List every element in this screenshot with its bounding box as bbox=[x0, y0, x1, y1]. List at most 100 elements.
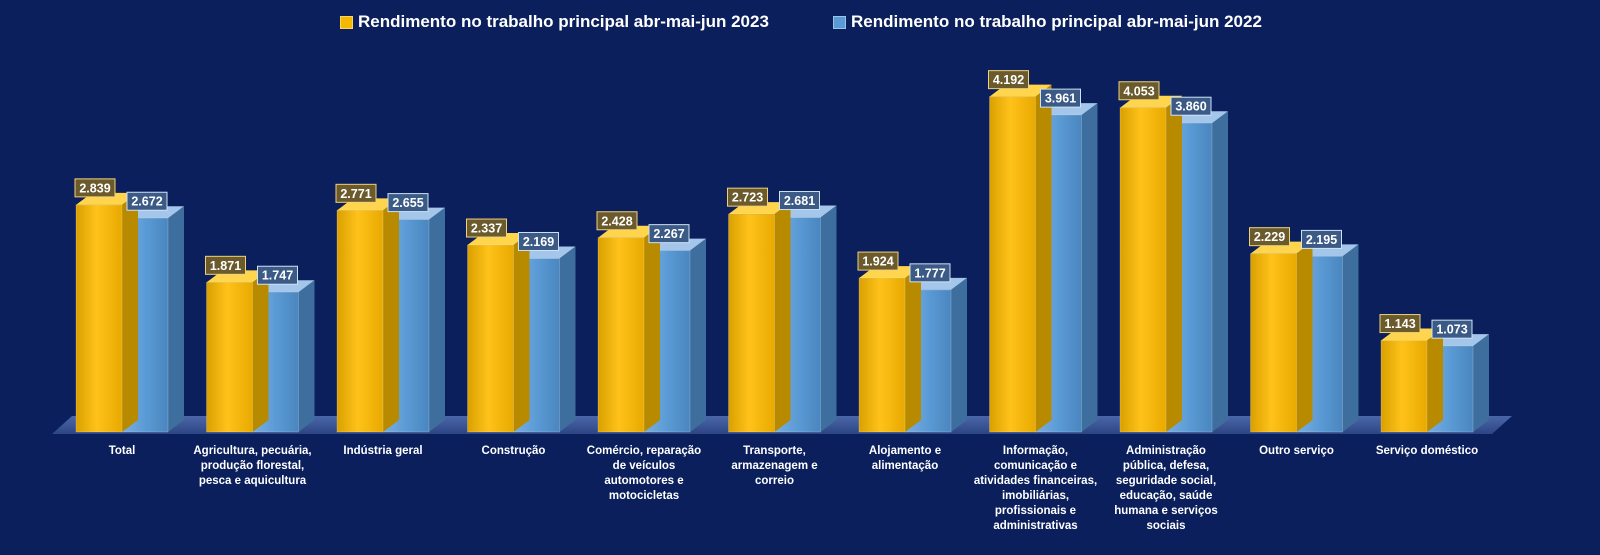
category-label-line: produção florestal, bbox=[200, 460, 305, 472]
value-label-2023-5: 2.723 bbox=[727, 187, 768, 207]
value-label-2023-9: 2.229 bbox=[1249, 227, 1290, 247]
value-labels-group: 2.839 2.672 1.871 1.747 2.771 2.655 2.337 2.169… bbox=[74, 70, 1473, 339]
category-label-line: automotores e bbox=[604, 475, 684, 487]
legend-label-2023: Rendimento no trabalho principal abr-mai… bbox=[358, 12, 769, 31]
category-label-line: sociais bbox=[1146, 520, 1186, 532]
svg-text:2.267: 2.267 bbox=[653, 227, 684, 241]
category-label-line: administrativas bbox=[993, 520, 1078, 532]
svg-text:1.777: 1.777 bbox=[914, 266, 945, 280]
svg-text:2.839: 2.839 bbox=[79, 181, 110, 195]
category-label-line: Total bbox=[108, 445, 136, 457]
value-label-2023-2: 2.771 bbox=[335, 183, 377, 203]
svg-text:2.723: 2.723 bbox=[732, 191, 763, 205]
bar-2023-0 bbox=[75, 192, 138, 433]
category-label-line: pesca e aquicultura bbox=[198, 475, 307, 487]
svg-text:2.169: 2.169 bbox=[523, 235, 554, 249]
svg-text:1.871: 1.871 bbox=[210, 259, 241, 273]
legend-item-2022: Rendimento no trabalho principal abr-mai… bbox=[833, 12, 1262, 32]
category-label-line: Informação, bbox=[1002, 445, 1069, 457]
bars-group bbox=[75, 84, 1489, 433]
value-label-2023-10: 1.143 bbox=[1379, 314, 1421, 334]
category-label-line: comunicação e bbox=[993, 460, 1078, 472]
category-label-line: motocicletas bbox=[608, 490, 680, 502]
category-label-line: armazenagem e bbox=[731, 460, 818, 472]
bar-2023-4 bbox=[597, 225, 660, 433]
value-label-2023-8: 4.053 bbox=[1118, 81, 1160, 101]
category-label-line: imobiliárias, bbox=[1001, 490, 1070, 502]
category-label-10: Serviço doméstico bbox=[1365, 444, 1489, 459]
svg-text:2.428: 2.428 bbox=[601, 214, 632, 228]
category-label-0: Total bbox=[60, 444, 184, 459]
category-label-8: Administração pública, defesa, seguridade … bbox=[1104, 444, 1228, 534]
bar-2023-5 bbox=[728, 202, 791, 433]
bar-2023-7 bbox=[989, 84, 1052, 433]
category-label-line: Construção bbox=[481, 445, 546, 457]
category-label-line: Alojamento e bbox=[868, 445, 942, 457]
category-label-2: Indústria geral bbox=[321, 444, 445, 459]
category-label-9: Outro serviço bbox=[1235, 444, 1359, 459]
bar-2023-10 bbox=[1380, 328, 1443, 433]
category-label-line: Comércio, reparação bbox=[586, 445, 702, 457]
value-label-2023-7: 4.192 bbox=[988, 70, 1029, 90]
value-label-2022-1: 1.747 bbox=[257, 265, 298, 285]
category-label-line: educação, saúde bbox=[1119, 490, 1213, 502]
svg-text:1.924: 1.924 bbox=[862, 255, 893, 269]
value-label-2022-6: 1.777 bbox=[909, 263, 951, 283]
category-label-line: Serviço doméstico bbox=[1375, 445, 1479, 457]
category-label-line: correio bbox=[755, 475, 794, 487]
value-label-2022-9: 2.195 bbox=[1301, 229, 1342, 249]
category-label-line: Outro serviço bbox=[1259, 445, 1334, 457]
category-label-5: Transporte, armazenagem e correio bbox=[713, 444, 837, 489]
svg-text:2.229: 2.229 bbox=[1254, 230, 1285, 244]
legend: Rendimento no trabalho principal abr-mai… bbox=[0, 12, 1600, 36]
category-label-line: profissionais e bbox=[994, 505, 1077, 517]
svg-text:3.961: 3.961 bbox=[1045, 92, 1076, 106]
svg-text:2.681: 2.681 bbox=[784, 194, 815, 208]
value-label-2023-0: 2.839 bbox=[74, 178, 116, 198]
svg-text:2.655: 2.655 bbox=[392, 196, 423, 210]
category-label-line: Indústria geral bbox=[343, 445, 423, 457]
svg-text:3.860: 3.860 bbox=[1175, 100, 1206, 114]
svg-text:4.192: 4.192 bbox=[993, 73, 1024, 87]
bar-2023-8 bbox=[1119, 95, 1182, 433]
value-label-2022-10: 1.073 bbox=[1431, 319, 1473, 339]
value-label-2022-8: 3.860 bbox=[1170, 96, 1212, 116]
value-label-2023-3: 2.337 bbox=[466, 218, 507, 238]
svg-text:2.771: 2.771 bbox=[340, 187, 371, 201]
svg-text:1.747: 1.747 bbox=[262, 269, 293, 283]
svg-text:1.073: 1.073 bbox=[1436, 323, 1467, 337]
svg-text:1.143: 1.143 bbox=[1384, 317, 1415, 331]
value-label-2022-3: 2.169 bbox=[518, 231, 559, 251]
category-label-6: Alojamento e alimentação bbox=[843, 444, 967, 474]
category-label-4: Comércio, reparação de veículos automotore… bbox=[582, 444, 706, 504]
value-label-2022-2: 2.655 bbox=[387, 193, 429, 213]
legend-item-2023: Rendimento no trabalho principal abr-mai… bbox=[340, 12, 769, 32]
svg-text:4.053: 4.053 bbox=[1123, 84, 1154, 98]
value-label-2022-4: 2.267 bbox=[648, 224, 690, 244]
value-label-2023-6: 1.924 bbox=[857, 251, 899, 271]
category-label-line: Administração bbox=[1126, 445, 1206, 457]
bar-2023-1 bbox=[206, 270, 269, 433]
legend-swatch-2023 bbox=[340, 15, 353, 29]
bar-2023-2 bbox=[336, 198, 399, 433]
value-label-2022-7: 3.961 bbox=[1040, 88, 1081, 108]
value-label-2023-4: 2.428 bbox=[596, 211, 638, 231]
value-label-2023-1: 1.871 bbox=[205, 255, 246, 275]
bar-2023-6 bbox=[858, 266, 921, 433]
svg-text:2.195: 2.195 bbox=[1306, 233, 1337, 247]
category-label-line: de veículos bbox=[612, 460, 676, 472]
svg-text:2.672: 2.672 bbox=[131, 195, 162, 209]
category-label-line: pública, defesa, bbox=[1122, 460, 1210, 472]
category-label-line: seguridade social, bbox=[1115, 475, 1217, 487]
svg-text:2.337: 2.337 bbox=[471, 222, 502, 236]
legend-label-2022: Rendimento no trabalho principal abr-mai… bbox=[851, 12, 1262, 31]
category-label-3: Construção bbox=[452, 444, 576, 459]
category-label-line: Transporte, bbox=[743, 445, 806, 457]
bar-2023-3 bbox=[467, 233, 530, 433]
category-label-line: alimentação bbox=[871, 460, 939, 472]
value-label-2022-0: 2.672 bbox=[126, 191, 168, 211]
category-label-1: Agricultura, pecuária, produção florestal… bbox=[191, 444, 315, 489]
category-label-7: Informação, comunicação e atividades finan… bbox=[974, 444, 1098, 534]
value-label-2022-5: 2.681 bbox=[779, 191, 820, 211]
